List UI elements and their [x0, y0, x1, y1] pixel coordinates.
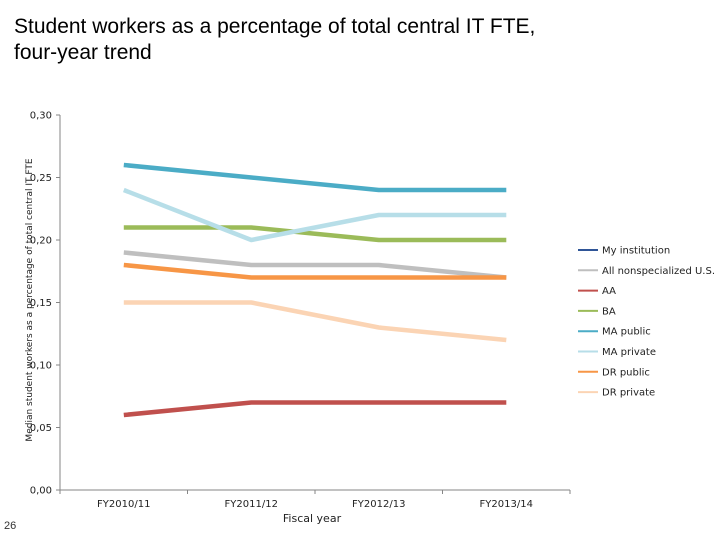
x-tick-label: FY2010/11 — [97, 499, 150, 510]
y-tick-label: 0,30 — [30, 111, 52, 122]
legend-label: All nonspecialized U.S. — [602, 266, 715, 277]
series-line-ma-public — [123, 162, 507, 193]
y-axis-title: Median student workers as a percentage o… — [25, 158, 35, 441]
y-tick-label: 0,20 — [30, 236, 52, 247]
legend-label: AA — [602, 286, 616, 297]
series-line-ba — [123, 225, 507, 243]
y-tick-label: 0,00 — [30, 486, 52, 497]
slide-title: Student workers as a percentage of total… — [14, 14, 574, 66]
series-line-aa — [123, 400, 507, 418]
legend-label: BA — [602, 306, 616, 317]
series-line-ma-private — [122, 187, 507, 243]
x-tick-label: FY2013/14 — [480, 499, 533, 510]
slide-title-line-1: Student workers as a percentage of total… — [14, 15, 536, 38]
series-line-dr-private — [123, 300, 507, 343]
chart-axes: 0,00 0,05 0,10 0,15 0,20 0,25 0,30 FY2010/11 FY2… — [30, 111, 571, 510]
legend-label: MA public — [602, 327, 651, 338]
chart-series — [122, 162, 507, 418]
series-line-all-nonspecialized-u-s — [123, 250, 507, 280]
y-tick-label: 0,05 — [30, 423, 52, 434]
x-axis-title: Fiscal year — [283, 512, 342, 525]
x-tick-label: FY2012/13 — [352, 499, 405, 510]
series-line-dr-public — [123, 262, 507, 280]
legend-label: My institution — [602, 246, 670, 257]
slide-title-line-2: four-year trend — [14, 41, 152, 64]
page-number: 26 — [4, 520, 17, 532]
y-tick-label: 0,10 — [30, 361, 52, 372]
y-tick-label: 0,15 — [30, 298, 52, 309]
legend-label: DR private — [602, 388, 655, 399]
x-tick-label: FY2011/12 — [225, 499, 278, 510]
legend-label: MA private — [602, 347, 656, 358]
legend-label: DR public — [602, 367, 650, 378]
y-tick-label: 0,25 — [30, 173, 52, 184]
chart-legend: My institution All nonspecialized U.S. AA B… — [578, 246, 715, 399]
